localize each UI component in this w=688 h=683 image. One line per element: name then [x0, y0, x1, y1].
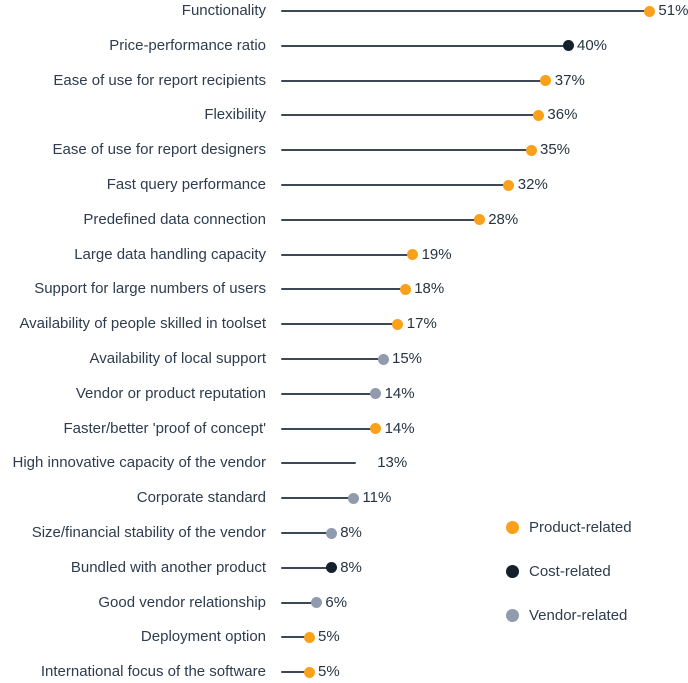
product-dot-icon	[399, 283, 411, 295]
cost-related-dot-icon	[506, 564, 519, 578]
row-label: Corporate standard	[136, 489, 266, 507]
lollipop-stem	[281, 79, 542, 82]
row-label: Faster/better 'proof of concept'	[63, 419, 267, 437]
row-label: International focus of the software	[40, 663, 266, 681]
product-dot-icon	[532, 109, 544, 121]
product-related-dot-icon	[506, 520, 519, 534]
product-dot-icon	[407, 249, 419, 261]
legend-item-vendor: Vendor-related	[506, 605, 627, 625]
lollipop-stem	[281, 10, 646, 12]
vendor-dot-icon	[347, 492, 359, 504]
lollipop-stem	[281, 532, 328, 534]
product-dot-icon	[540, 75, 552, 87]
product-dot-icon	[392, 318, 404, 330]
product-dot-icon	[303, 666, 315, 678]
value-label: 8%	[340, 524, 362, 541]
product-dot-icon	[525, 144, 537, 156]
lollipop-stem	[281, 149, 527, 152]
row-label: Bundled with another product	[70, 558, 266, 576]
legend-label: Cost-related	[529, 562, 611, 580]
row-label: Ease of use for report recipients	[53, 71, 266, 89]
row-label: Functionality	[181, 2, 266, 19]
value-label: 36%	[547, 106, 578, 124]
vendor-dot-icon	[325, 527, 337, 539]
lollipop-stem	[281, 358, 379, 360]
lollipop-stem	[281, 253, 409, 256]
row-label: Flexibility	[204, 106, 266, 124]
row-label: Good vendor relationship	[98, 593, 266, 611]
value-label: 5%	[318, 663, 340, 681]
row-label: Price-performance ratio	[109, 36, 266, 54]
value-label: 37%	[554, 71, 585, 89]
legend-item-cost: Cost-related	[506, 561, 611, 581]
row-label: High innovative capacity of the vendor	[12, 454, 266, 472]
vendor-dot-icon	[370, 388, 382, 400]
lollipop-stem	[281, 636, 305, 639]
row-label: Availability of local support	[89, 350, 266, 367]
lollipop-stem	[281, 218, 476, 221]
product-dot-icon	[503, 179, 515, 191]
lollipop-stem	[281, 497, 350, 500]
value-label: 13%	[377, 454, 408, 472]
row-label: Availability of people skilled in toolse…	[19, 315, 266, 333]
lollipop-stem	[281, 323, 394, 326]
lollipop-stem	[281, 44, 564, 47]
value-label: 5%	[318, 628, 340, 646]
row-label: Size/financial stability of the vendor	[31, 524, 266, 541]
product-dot-icon	[303, 631, 315, 643]
row-label: Large data handling capacity	[74, 245, 266, 263]
value-label: 40%	[577, 36, 608, 54]
lollipop-stem	[281, 601, 313, 604]
value-label: 32%	[517, 176, 548, 193]
value-label: 28%	[488, 210, 519, 228]
legend-label: Product-related	[529, 518, 632, 536]
row-label: Support for large numbers of users	[34, 280, 266, 298]
value-label: 14%	[384, 384, 415, 402]
product-dot-icon	[643, 5, 655, 17]
row-label: Predefined data connection	[83, 210, 266, 228]
vendor-dot-icon	[377, 353, 389, 365]
lollipop-stem	[281, 462, 357, 465]
lollipop-stem	[281, 392, 372, 395]
vendor-dot-icon	[310, 597, 322, 609]
value-label: 15%	[392, 350, 423, 367]
value-label: 8%	[340, 558, 362, 576]
legend-label: Vendor-related	[529, 606, 628, 624]
value-label: 14%	[384, 419, 415, 437]
value-label: 51%	[658, 2, 688, 19]
cost-dot-icon	[562, 40, 574, 52]
lollipop-stem	[281, 288, 402, 291]
value-label: 11%	[362, 489, 392, 507]
value-label: 18%	[414, 280, 445, 298]
lollipop-stem	[281, 427, 372, 430]
row-label: Vendor or product reputation	[75, 384, 266, 402]
row-label: Ease of use for report designers	[52, 141, 266, 159]
legend-item-product: Product-related	[506, 517, 632, 537]
value-label: 17%	[406, 315, 437, 333]
lollipop-stem	[281, 566, 328, 569]
product-dot-icon	[473, 214, 485, 226]
product-dot-icon	[370, 423, 382, 435]
row-label: Fast query performance	[106, 176, 266, 193]
row-label: Deployment option	[140, 628, 266, 646]
value-label: 6%	[325, 593, 348, 611]
lollipop-stem	[281, 671, 305, 674]
lollipop-stem	[281, 184, 505, 186]
vendor-related-dot-icon	[506, 608, 519, 622]
cost-dot-icon	[325, 562, 337, 574]
value-label: 35%	[540, 141, 571, 159]
lollipop-stem	[281, 114, 535, 117]
value-label: 19%	[421, 245, 452, 263]
